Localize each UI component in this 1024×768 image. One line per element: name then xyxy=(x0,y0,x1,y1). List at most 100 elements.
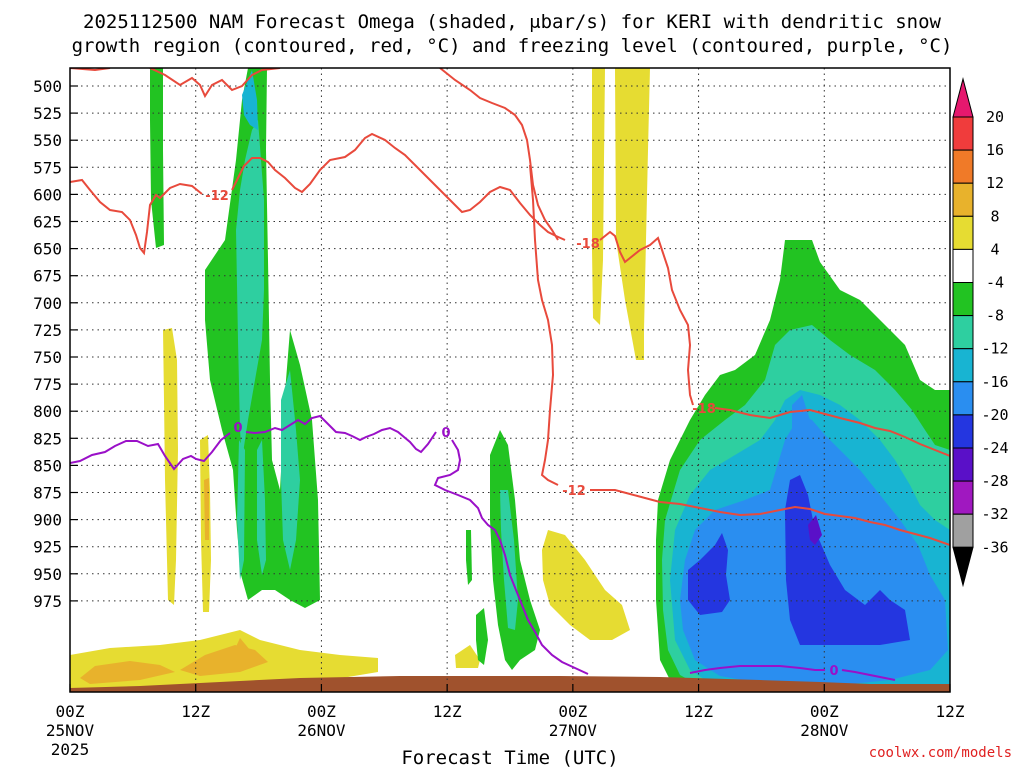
plot-area: -12 -18 -18 -12 0 0 0 xyxy=(70,68,950,692)
omega-fill-sinking-column-c xyxy=(204,478,209,540)
omega-fill-sinking-column-g xyxy=(615,68,650,360)
colorbar-swatch xyxy=(952,348,974,383)
colorbar-label: 20 xyxy=(986,108,1004,126)
x-tick-date: 26NOV xyxy=(297,721,346,740)
x-tick-date: 27NOV xyxy=(549,721,598,740)
omega-fill-lift-column-e xyxy=(237,440,245,580)
colorbar-label: -32 xyxy=(981,505,1008,523)
contour-label-red-3: -18 xyxy=(692,402,716,417)
omega-fill-lift-column-c xyxy=(236,120,264,460)
freezing-level-line-d xyxy=(689,665,896,681)
freezing-level-line-b xyxy=(245,414,437,454)
omega-fill-lift-column-j xyxy=(490,430,540,670)
y-tick-label: 700 xyxy=(33,294,62,313)
colorbar-swatch xyxy=(952,414,974,449)
colorbar-swatch xyxy=(952,480,974,515)
colorbar-label: -36 xyxy=(981,538,1008,556)
colorbar-swatch xyxy=(952,282,974,317)
credit-text: coolwx.com/models xyxy=(869,745,1012,761)
dendritic-growth-contours xyxy=(70,68,950,546)
contour-labels: -12 -18 -18 -12 0 0 0 xyxy=(205,189,838,679)
omega-fill-orange-surface-a xyxy=(80,661,175,684)
x-tick-label: 00Z xyxy=(810,702,839,721)
contour-label-purple-2: 0 xyxy=(441,426,450,441)
axis-ticks: 500 525 550 575 600 625 650 675 700 725 750 775 800 8… xyxy=(33,77,965,759)
chart-title-line1: 2025112500 NAM Forecast Omega (shaded, μ… xyxy=(83,11,941,33)
colorbar-swatch xyxy=(952,381,974,416)
colorbar-swatch xyxy=(952,248,974,283)
omega-fill-lift-column-a xyxy=(150,68,164,248)
contour-minus12-descent xyxy=(529,164,559,486)
y-tick-label: 925 xyxy=(33,538,62,557)
colorbar-label: 12 xyxy=(986,174,1004,192)
y-tick-label: 850 xyxy=(33,456,62,475)
y-tick-label: 775 xyxy=(33,375,62,394)
terrain xyxy=(70,676,950,692)
colorbar-swatch xyxy=(952,116,974,151)
y-tick-label: 875 xyxy=(33,484,62,503)
colorbar-label: -4 xyxy=(986,274,1004,292)
colorbar-label: -16 xyxy=(981,373,1008,391)
colorbar-swatch xyxy=(952,182,974,217)
omega-fill-lift-column-d xyxy=(242,70,258,130)
contour-label-purple-3: 0 xyxy=(829,664,838,679)
y-tick-label: 975 xyxy=(33,592,62,611)
plot-frame xyxy=(69,67,951,693)
colorbar-label: -28 xyxy=(981,472,1008,490)
x-tick-label: 00Z xyxy=(558,702,587,721)
y-tick-label: 550 xyxy=(33,131,62,150)
x-tick-year: 2025 xyxy=(51,740,90,759)
colorbar-label: -12 xyxy=(981,340,1008,358)
omega-fill-lift-28nov-deep-b xyxy=(785,475,910,645)
x-tick-label: 12Z xyxy=(936,702,965,721)
colorbar-swatch xyxy=(952,447,974,482)
omega-fill-lift-column-k xyxy=(500,490,518,630)
x-tick-label: 12Z xyxy=(181,702,210,721)
colorbar: 20 16 12 8 4 -4 -8 -12 -16 -20 -24 -28 -32 -36 xyxy=(952,77,1009,588)
contour-label-red-1: -12 xyxy=(205,189,229,204)
y-tick-label: 625 xyxy=(33,213,62,232)
omega-fill-sinking-column-f xyxy=(592,68,605,325)
omega-shading xyxy=(70,68,950,690)
x-tick-label: 12Z xyxy=(684,702,713,721)
y-tick-label: 900 xyxy=(33,511,62,530)
x-tick-date: 28NOV xyxy=(800,721,849,740)
colorbar-bottom-arrow xyxy=(952,546,974,588)
x-tick-label: 00Z xyxy=(307,702,336,721)
omega-fill-sinking-column-d xyxy=(455,645,480,668)
x-axis-title: Forecast Time (UTC) xyxy=(401,747,618,768)
contour-label-purple-1: 0 xyxy=(233,421,242,436)
y-tick-label: 675 xyxy=(33,267,62,286)
colorbar-label: -24 xyxy=(981,439,1008,457)
omega-fill-lift-column-g xyxy=(257,440,266,575)
colorbar-swatch xyxy=(952,513,974,548)
contour-minus12-upper-b xyxy=(231,132,566,241)
omega-fill-lift-column-h xyxy=(466,530,472,585)
chart-title-line2: growth region (contoured, red, °C) and f… xyxy=(72,35,953,57)
colorbar-label: 4 xyxy=(990,240,999,258)
y-tick-label: 725 xyxy=(33,321,62,340)
contour-minus18-lower xyxy=(714,407,950,457)
y-tick-label: 600 xyxy=(33,185,62,204)
omega-fill-sinking-column-a xyxy=(163,328,178,605)
omega-fill-lift-28nov-purple xyxy=(808,515,822,545)
y-tick-label: 650 xyxy=(33,240,62,259)
contour-minus12-lower xyxy=(590,489,950,546)
omega-fill-sinking-column-e xyxy=(542,530,630,640)
omega-fill-orange-surface-c xyxy=(230,638,250,664)
x-tick-label: 12Z xyxy=(433,702,462,721)
y-tick-label: 750 xyxy=(33,348,62,367)
colorbar-swatch xyxy=(952,149,974,184)
x-tick-date: 25NOV xyxy=(46,721,95,740)
colorbar-label: 16 xyxy=(986,141,1004,159)
contour-minus18-right-top xyxy=(439,68,559,241)
y-tick-label: 800 xyxy=(33,402,62,421)
colorbar-label: -20 xyxy=(981,406,1008,424)
y-tick-label: 500 xyxy=(33,77,62,96)
y-tick-label: 950 xyxy=(33,565,62,584)
freezing-level-line-c xyxy=(433,439,589,675)
colorbar-top-arrow xyxy=(952,77,974,118)
x-tick-label: 00Z xyxy=(56,702,85,721)
y-tick-label: 525 xyxy=(33,104,62,123)
